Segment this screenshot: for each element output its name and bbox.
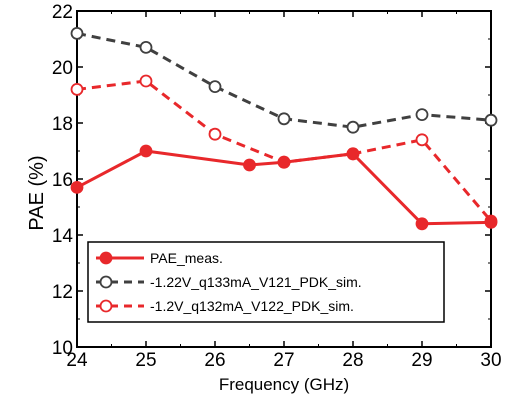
x-axis-title: Frequency (GHz): [219, 375, 349, 394]
data-point-series-1: [70, 27, 84, 40]
x-tick-label: 25: [135, 350, 156, 371]
data-point-series-0: [484, 215, 498, 229]
series-line-2: [76, 79, 493, 222]
y-tick-label: 18: [52, 114, 73, 135]
data-point-series-2: [208, 127, 222, 141]
data-point-series-0: [277, 155, 291, 169]
x-tick-label: 24: [66, 350, 88, 371]
y-tick-label: 22: [52, 2, 73, 23]
data-point-series-2: [139, 74, 153, 88]
data-point-series-2: [415, 133, 429, 147]
x-tick-label: 30: [480, 350, 501, 371]
data-point-series-1: [484, 113, 498, 127]
y-axis-title: PAE (%): [26, 155, 48, 230]
data-point-series-1: [208, 80, 222, 93]
legend-label-0: PAE_meas.: [150, 250, 223, 266]
data-point-series-0: [70, 180, 84, 194]
data-point-series-1: [139, 41, 153, 54]
data-point-series-1: [415, 108, 429, 121]
legend-marker-0: [99, 251, 113, 265]
legend-marker-2: [99, 299, 113, 313]
data-point-series-0: [243, 158, 256, 172]
x-tick-label: 29: [411, 350, 432, 371]
y-tick-label: 16: [52, 170, 73, 191]
data-point-series-1: [277, 112, 291, 126]
x-tick-label: 28: [342, 350, 363, 371]
data-point-series-0: [139, 144, 153, 158]
x-tick-label: 26: [204, 350, 225, 371]
data-point-series-0: [346, 147, 360, 161]
data-point-series-1: [346, 120, 360, 134]
legend-label-2: -1.2V_q132mA_V122_PDK_sim.: [150, 298, 354, 314]
y-tick-label: 12: [52, 282, 73, 303]
legend-label-1: -1.22V_q133mA_V121_PDK_sim.: [150, 274, 362, 290]
data-point-series-2: [70, 83, 84, 96]
data-point-series-0: [415, 217, 429, 231]
legend-marker-1: [99, 275, 113, 289]
x-tick-label: 27: [273, 350, 294, 371]
legend-box: [87, 241, 445, 323]
y-tick-label: 10: [52, 338, 73, 359]
y-tick-label: 14: [52, 226, 74, 247]
y-tick-label: 20: [52, 58, 73, 79]
